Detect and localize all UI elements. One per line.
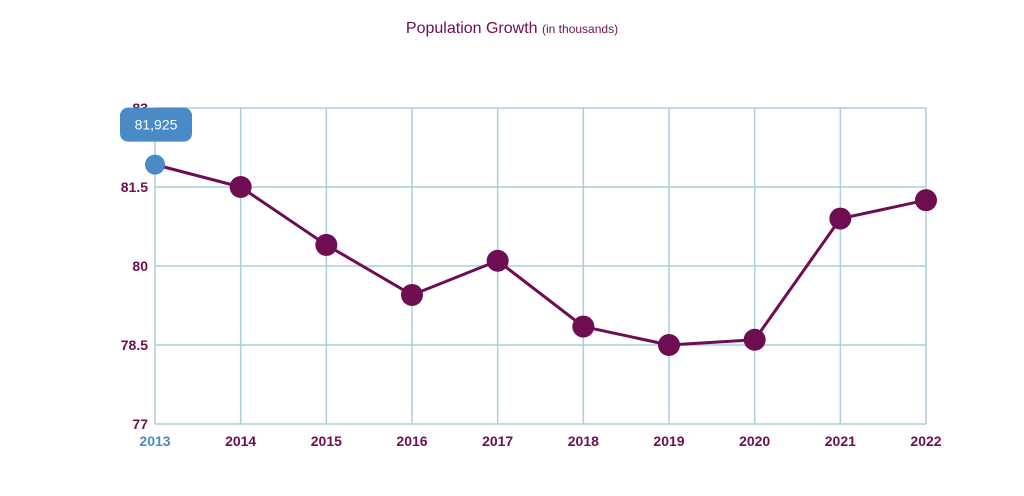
series [145, 154, 937, 356]
y-tick-label: 81.5 [121, 179, 148, 195]
data-point [315, 233, 338, 256]
y-tick-label: 78.5 [121, 337, 148, 353]
y-tick-label: 80 [132, 258, 148, 274]
x-tick-label: 2022 [910, 433, 941, 449]
tooltip-value: 81,925 [135, 117, 178, 133]
data-point [486, 249, 509, 272]
data-point [401, 283, 423, 306]
tooltip: 81,925 [120, 107, 192, 142]
data-point [829, 207, 852, 230]
data-point-highlighted [145, 154, 165, 175]
chart-title: Population Growth (in thousands) [0, 20, 1024, 38]
tooltip-box [120, 107, 192, 142]
x-tick-label: 2015 [311, 433, 342, 449]
chart-subtitle: (in thousands) [542, 22, 619, 36]
data-point [229, 176, 252, 198]
series-line [154, 163, 927, 347]
x-axis-ticks: 2013 2014 2015 2016 2017 2018 2019 2020 2021 2022 [139, 433, 941, 449]
grid [154, 107, 927, 425]
x-tick-label: 2019 [653, 433, 684, 449]
data-point [658, 334, 680, 356]
y-tick-label: 77 [132, 416, 148, 432]
data-point [572, 315, 595, 338]
x-tick-label: 2020 [739, 433, 770, 449]
x-tick-label: 2014 [225, 433, 256, 449]
x-tick-label: 2018 [568, 433, 599, 449]
x-tick-label: 2016 [396, 433, 427, 449]
x-tick-label: 2021 [825, 433, 856, 449]
chart-title-main: Population Growth [405, 20, 538, 37]
x-tick-label: 2013 [139, 433, 170, 449]
data-point [915, 189, 937, 212]
data-point [743, 328, 766, 351]
x-tick-label: 2017 [482, 433, 513, 449]
